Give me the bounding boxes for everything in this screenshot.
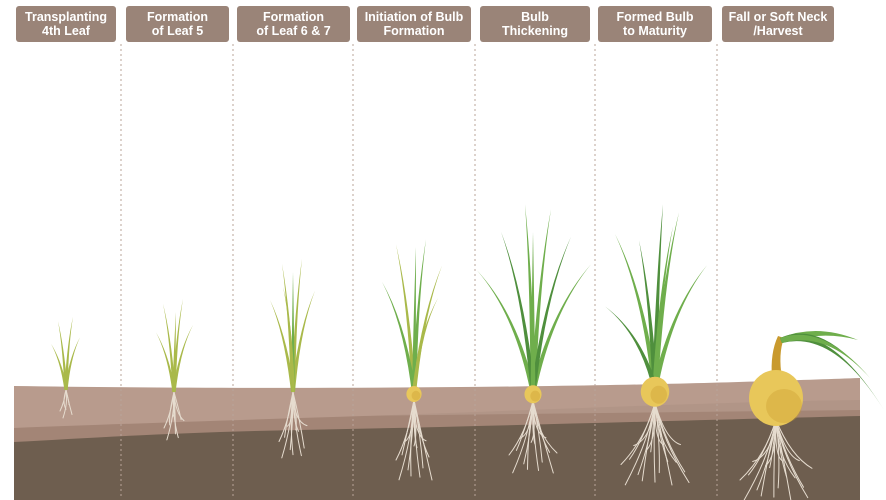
- bulb: [524, 385, 542, 404]
- stage-label-line1: Formation: [262, 10, 325, 24]
- soil-dark-layer: [14, 410, 860, 500]
- stage-label-leaf-6-7: Formation of Leaf 6 & 7: [237, 6, 350, 42]
- root: [760, 419, 777, 497]
- stage-label-line2: of Leaf 5: [151, 24, 204, 38]
- leaf: [412, 247, 416, 392]
- bulb: [640, 376, 670, 407]
- stage-label-bulb-initiation: Initiation of Bulb Formation: [357, 6, 471, 42]
- root: [654, 402, 690, 484]
- leaf: [530, 209, 551, 392]
- leaf: [639, 240, 658, 388]
- plant-stage-1: [51, 316, 80, 419]
- leaf: [652, 204, 663, 388]
- plant-illustrations: [51, 204, 884, 500]
- root: [629, 402, 656, 460]
- root: [173, 391, 182, 421]
- root: [413, 399, 433, 481]
- bulb: [406, 386, 422, 402]
- leaf: [156, 332, 176, 392]
- stage-label-line2: /Harvest: [753, 24, 803, 38]
- stage-label-formed-bulb: Formed Bulb to Maturity: [598, 6, 712, 42]
- bulb-shade: [411, 390, 421, 401]
- bulb-shade: [766, 389, 802, 423]
- root: [292, 391, 305, 449]
- stage-label-line2: 4th Leaf: [42, 24, 90, 38]
- bulb-shade: [650, 385, 667, 404]
- root: [532, 400, 558, 454]
- stage-label-transplanting: Transplanting 4th Leaf: [16, 6, 116, 42]
- root: [65, 389, 73, 415]
- root: [401, 399, 415, 456]
- bulb: [749, 370, 803, 426]
- stage-label-line1: Fall or Soft Neck: [728, 10, 828, 24]
- plant-stage-4: [382, 239, 442, 481]
- root: [410, 399, 415, 477]
- leaf: [530, 232, 536, 392]
- root: [284, 391, 294, 438]
- plant-stage-2: [156, 298, 193, 441]
- stage-label-line1: Initiation of Bulb: [364, 10, 464, 24]
- plant-stage-7: [739, 330, 884, 500]
- root: [169, 391, 175, 426]
- fallen-leaf: [780, 334, 870, 378]
- stage-label-line2: to Maturity: [623, 24, 687, 38]
- plant-stage-5: [477, 204, 591, 474]
- leaf: [412, 298, 438, 392]
- leaf: [163, 303, 176, 392]
- leaf: [270, 300, 295, 392]
- root: [515, 400, 534, 451]
- root: [532, 400, 554, 474]
- leaf: [283, 286, 295, 392]
- root: [172, 391, 179, 439]
- root: [290, 391, 294, 456]
- leaf: [291, 290, 315, 392]
- root: [292, 391, 308, 427]
- leaf: [501, 231, 536, 392]
- leaf: [172, 312, 176, 392]
- leaf: [51, 343, 68, 390]
- stage-label-leaf-5: Formation of Leaf 5: [126, 6, 229, 42]
- stage-label-line2: Thickening: [502, 24, 568, 38]
- root: [413, 399, 427, 442]
- root: [775, 419, 809, 499]
- leaf: [652, 226, 673, 388]
- plant-stage-3: [270, 258, 315, 459]
- leaf: [530, 264, 591, 392]
- root: [173, 391, 185, 422]
- stage-label-line1: Transplanting: [25, 10, 107, 24]
- leaf: [615, 234, 658, 388]
- bulb-neck: [771, 336, 784, 378]
- plant-stage-6: [605, 204, 707, 486]
- stage-label-line1: Bulb: [521, 10, 549, 24]
- root: [63, 389, 67, 410]
- leaf: [172, 325, 193, 392]
- root: [654, 402, 677, 463]
- stage-label-line2: of Leaf 6 & 7: [256, 24, 331, 38]
- leaf: [64, 337, 80, 390]
- root: [526, 400, 534, 470]
- stage-label-line2: Formation: [383, 24, 445, 38]
- stage-label-bulb-thickening: Bulb Thickening: [480, 6, 590, 42]
- leaf: [58, 321, 68, 390]
- leaf: [396, 244, 417, 392]
- stage-label-line1: Formed Bulb: [616, 10, 694, 24]
- soil-layer: [14, 378, 860, 500]
- root: [641, 402, 656, 482]
- bulb-shade: [530, 390, 541, 402]
- fallen-leaf: [780, 335, 884, 410]
- stage-label-harvest: Fall or Soft Neck /Harvest: [722, 6, 834, 42]
- stage-dividers: [120, 44, 718, 498]
- leaf: [64, 316, 73, 390]
- stage-label-line1: Formation: [146, 10, 209, 24]
